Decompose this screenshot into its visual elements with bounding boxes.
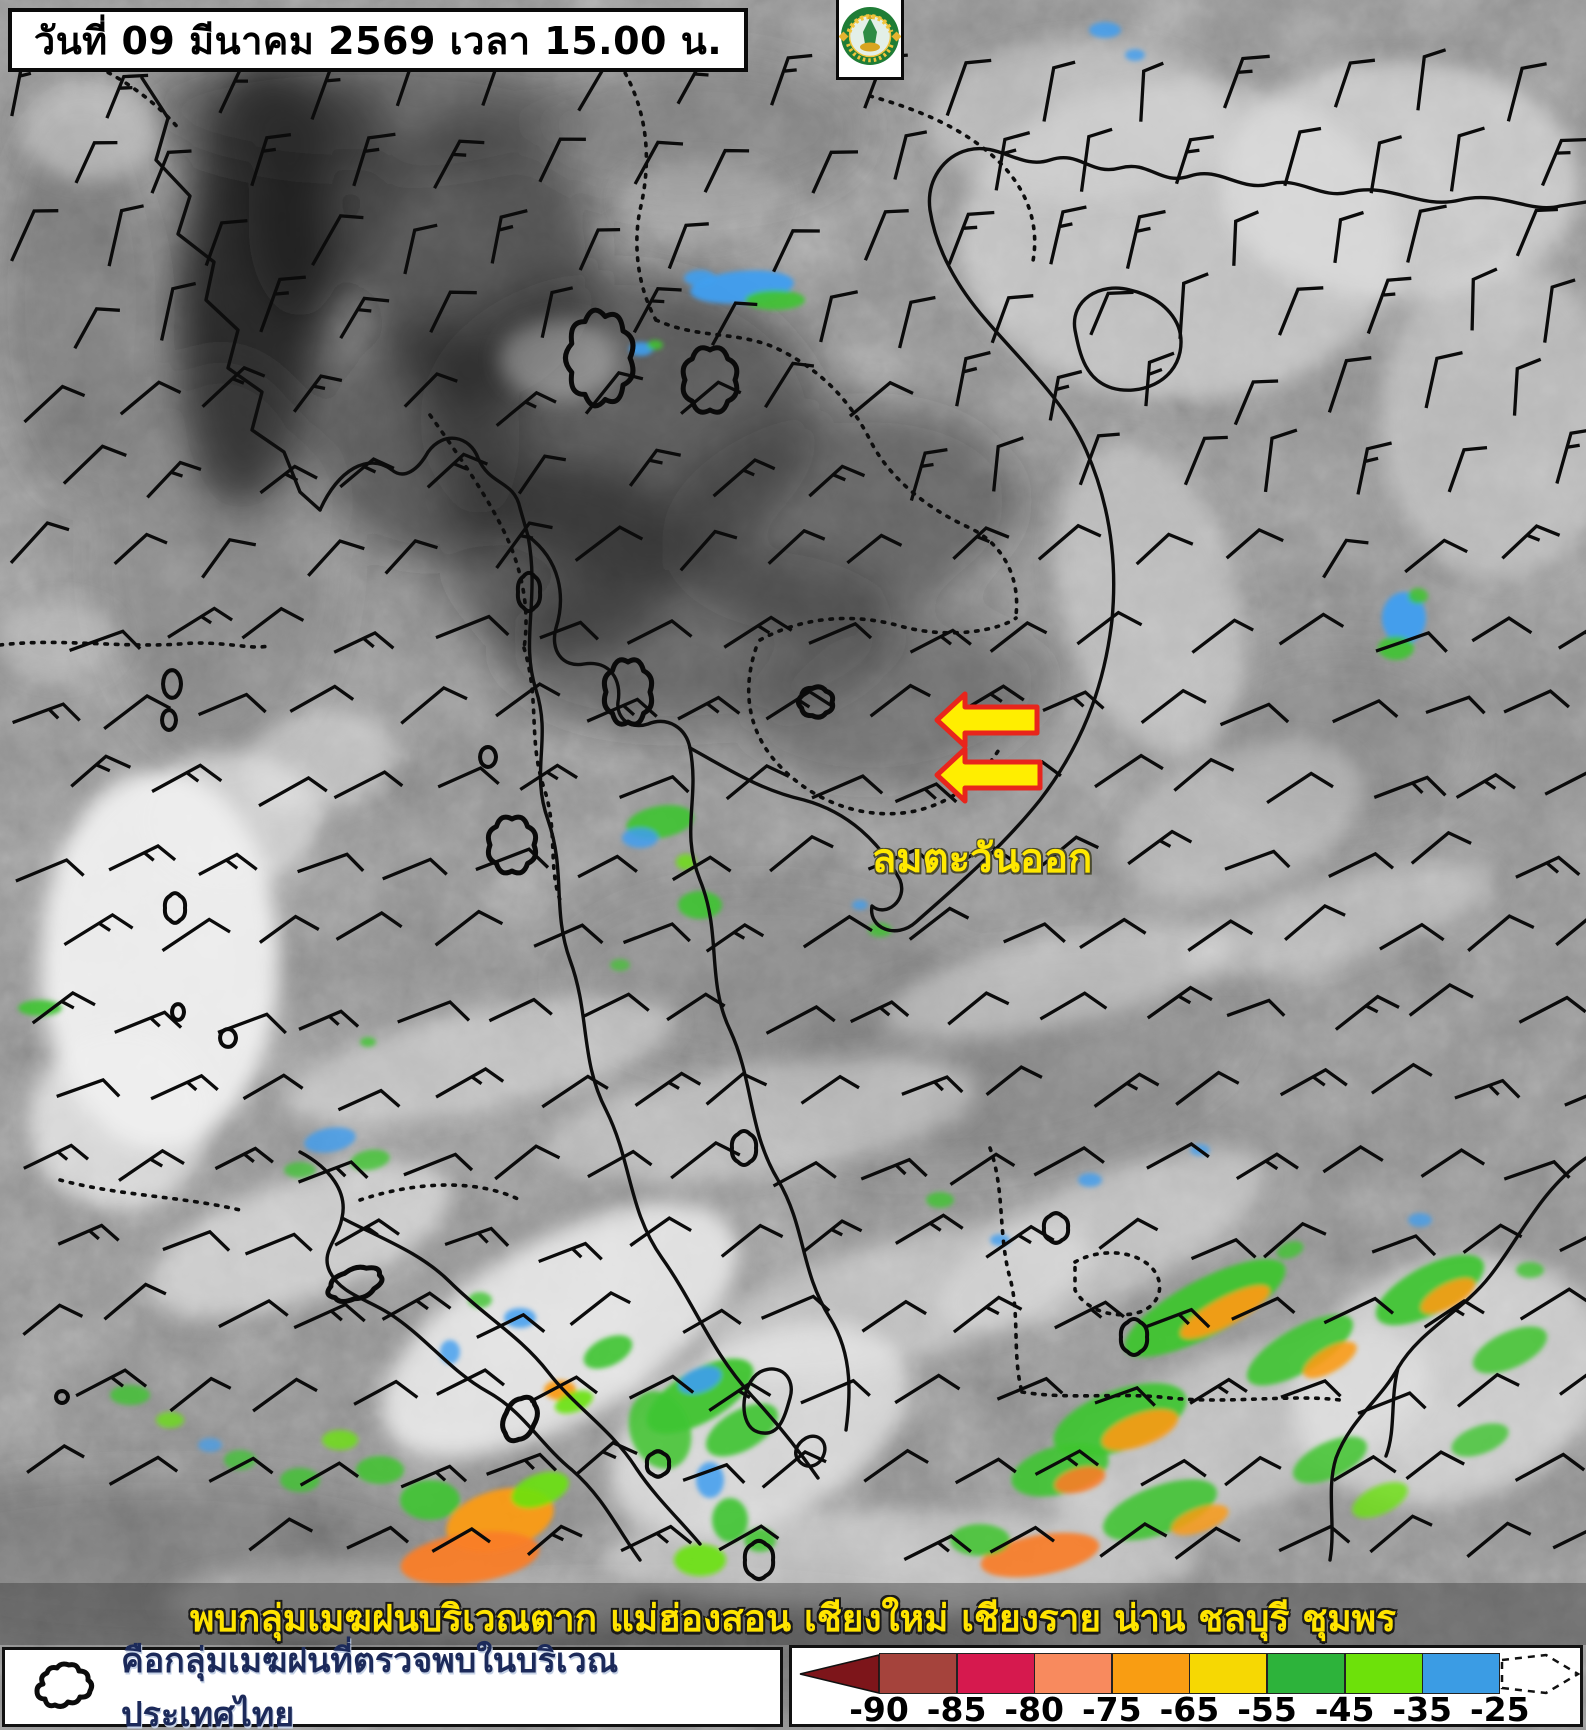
scale-tick: -75 (1081, 1690, 1142, 1729)
scale-cell (1111, 1653, 1190, 1694)
cloud-outline-icon (34, 1661, 95, 1709)
bright-cloud-masses (0, 40, 1586, 1640)
coastlines (140, 76, 1586, 1562)
cloud-legend-text: คือกลุ่มเมฆฝนที่ตรวจพบในบริเวณประเทศไทย (121, 1641, 619, 1730)
east-wind-arrow-top (934, 691, 1040, 749)
scale-cell (879, 1653, 957, 1694)
scale-cell (1422, 1653, 1501, 1694)
east-wind-arrows (934, 691, 1043, 804)
cloud-legend-box: คือกลุ่มเมฆฝนที่ตรวจพบในบริเวณประเทศไทย (2, 1641, 783, 1730)
met-dept-seal-icon (838, 7, 902, 65)
temperature-scale-box: -90 -85 -80 -75 -65 -55 -45 -35 -25 (789, 1645, 1583, 1729)
scale-tick: -65 (1159, 1690, 1220, 1729)
date-time-header: วันที่ 09 มีนาคม 2569 เวลา 15.00 น. (8, 8, 748, 72)
scale-cell (1344, 1653, 1423, 1694)
met-dept-seal-box (836, 0, 904, 80)
scale-tick: -90 (849, 1690, 909, 1729)
east-wind-arrow-bottom (934, 746, 1043, 804)
scale-tick: -45 (1314, 1690, 1375, 1729)
wind-direction-label: ลมตะวันออก (871, 836, 1093, 882)
scale-tick: -80 (1004, 1690, 1064, 1729)
rain-intensity-patches (18, 22, 1548, 1585)
caption-text: พบกลุ่มเมฆฝนบริเวณตาก แม่ฮ่องสอน เชียงให… (189, 1597, 1397, 1640)
scale-cell (956, 1653, 1035, 1694)
scale-right-arrow-icon (1500, 1653, 1581, 1695)
caption-band (0, 1583, 1586, 1645)
scale-cell (1034, 1653, 1113, 1694)
scale-tick: -35 (1392, 1690, 1452, 1729)
scale-cell (1189, 1653, 1268, 1694)
detected-rain-cloud-markers (54, 307, 1150, 1582)
scale-tick: -85 (926, 1690, 987, 1729)
scale-cell (1267, 1653, 1345, 1694)
date-time-label: วันที่ 09 มีนาคม 2569 เวลา 15.00 น. (33, 18, 723, 63)
scale-tick: -55 (1237, 1690, 1297, 1729)
scale-left-arrow-icon (799, 1654, 880, 1694)
scale-tick: -25 (1469, 1690, 1530, 1729)
